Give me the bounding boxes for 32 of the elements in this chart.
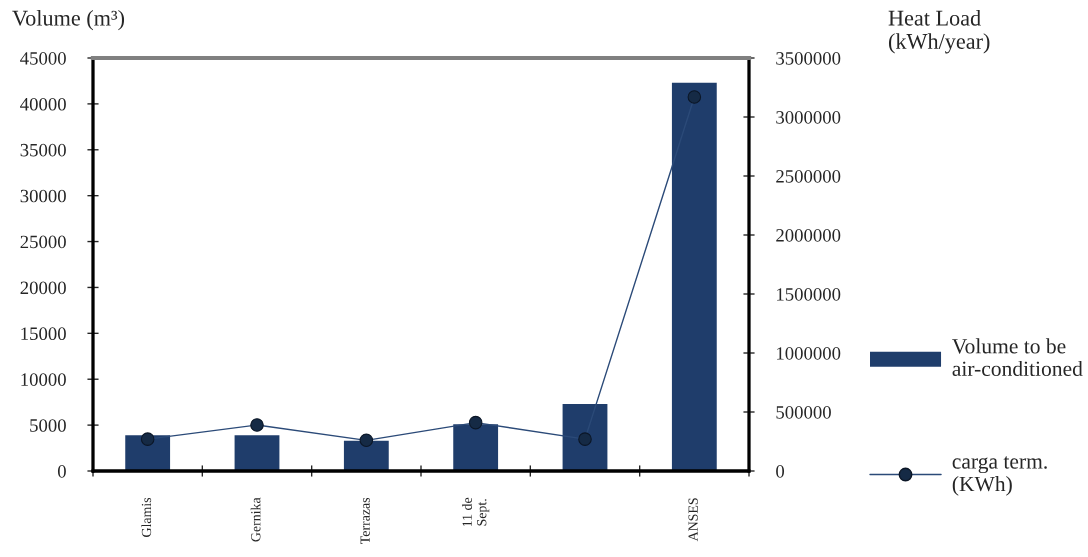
- x-tick-label: Terrazas: [360, 497, 370, 544]
- bar: [343, 440, 389, 471]
- y2-tick-label: 2000000: [776, 229, 841, 242]
- legend-label: carga term. (KWh): [952, 456, 1047, 496]
- x-tick-label: Glamis: [141, 497, 152, 537]
- y-tick-label: 25000: [20, 235, 66, 249]
- y-tick-label: 30000: [20, 189, 66, 203]
- y2-tick-label: 500000: [776, 406, 831, 419]
- bar: [562, 404, 608, 471]
- y2-axis-title: Heat Load (kWh/year): [888, 10, 990, 54]
- y-tick-label: 45000: [20, 52, 66, 65]
- y-tick-label: 0: [57, 465, 66, 478]
- y2-tick-label: 1500000: [777, 288, 841, 301]
- x-tick-label: ANSES: [688, 498, 698, 542]
- x-tick-label: 11 de Sept.: [462, 497, 490, 527]
- x-tick-label: Gernika: [250, 497, 261, 542]
- y-tick-label: 40000: [20, 97, 66, 111]
- y-tick-label: 10000: [21, 373, 66, 386]
- bar: [234, 435, 280, 471]
- y-tick-label: 35000: [20, 143, 66, 157]
- y-tick-label: 20000: [20, 281, 66, 295]
- y-tick-label: 15000: [21, 327, 66, 341]
- y2-tick-label: 1000000: [777, 347, 841, 360]
- y-axis-title: Volume (m³): [12, 10, 125, 31]
- y2-tick-label: 3000000: [776, 111, 841, 124]
- y2-tick-label: 0: [776, 465, 785, 478]
- y2-tick-label: 2500000: [776, 170, 841, 183]
- y-tick-label: 5000: [30, 419, 66, 432]
- legend-label: Volume to be air-conditioned: [952, 338, 1083, 377]
- y2-tick-label: 3500000: [776, 52, 841, 65]
- bar: [671, 82, 717, 471]
- bar: [453, 424, 499, 471]
